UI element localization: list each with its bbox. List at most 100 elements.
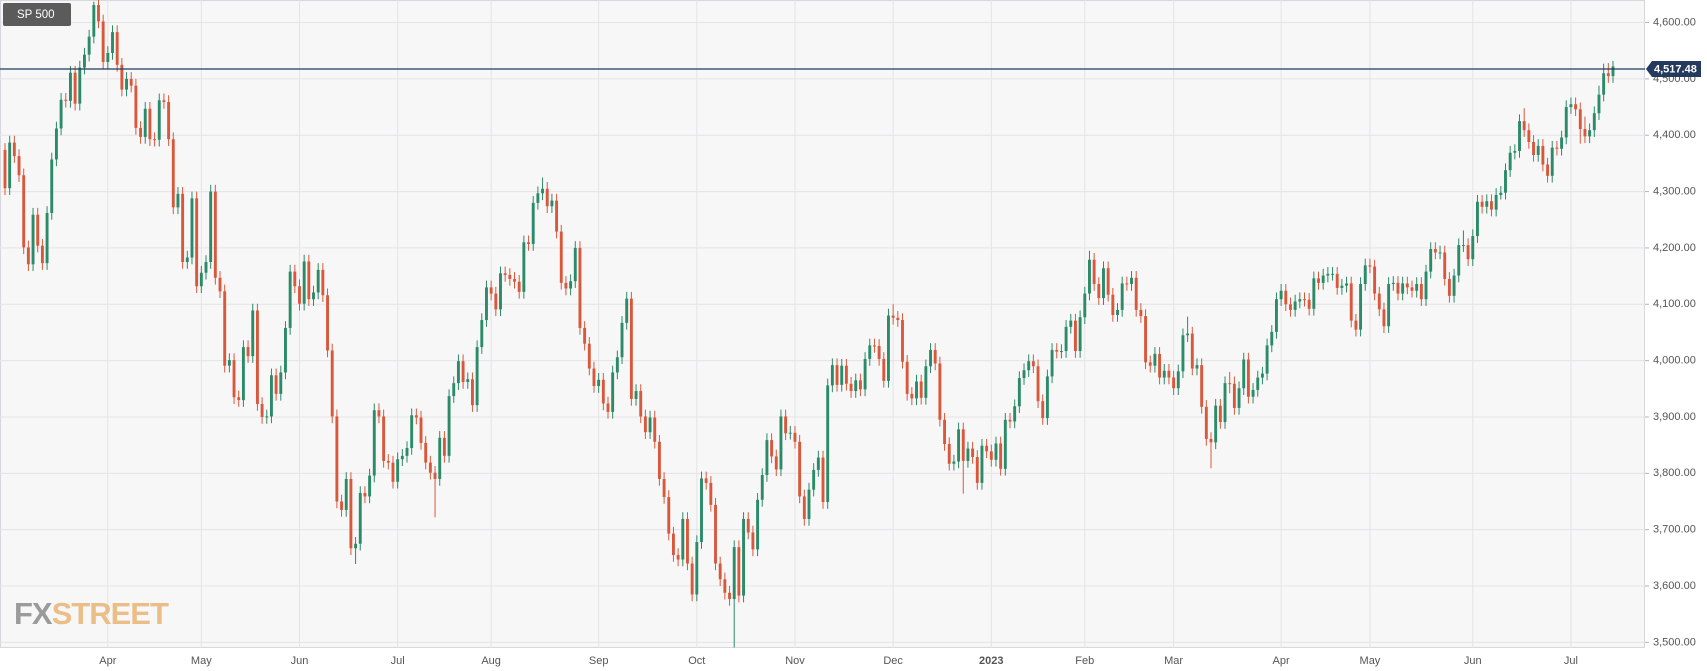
candle-body (732, 547, 736, 599)
candle-body (1373, 266, 1377, 294)
candle-body (1527, 130, 1531, 142)
candle-body (1546, 164, 1550, 176)
candle-body (611, 372, 615, 412)
candle-body (316, 269, 320, 293)
candle-body (1218, 405, 1222, 423)
candle-body (494, 293, 498, 310)
candle-body (255, 310, 259, 405)
candle-body (363, 493, 367, 497)
candle-body (1485, 201, 1489, 207)
candle-body (1148, 362, 1152, 366)
candle-body (396, 459, 400, 482)
candle-body (157, 100, 161, 140)
candle-body (1424, 271, 1428, 300)
candle-body (499, 273, 502, 310)
x-tick-label: Sep (589, 655, 609, 667)
candle-body (344, 478, 348, 510)
candle-body (1251, 389, 1255, 397)
candle-body (1345, 283, 1349, 286)
candle-body (1279, 290, 1283, 300)
candle-body (531, 202, 535, 244)
chart-title: SP 500 (17, 9, 55, 21)
candle-body (765, 440, 769, 476)
candle-body (340, 501, 344, 510)
candle-body (466, 379, 470, 383)
candle-body (26, 247, 30, 265)
candle-body (68, 72, 72, 101)
candle-body (657, 441, 661, 479)
candle-body (232, 360, 236, 398)
candle-body (971, 448, 975, 457)
candle-body (1274, 299, 1278, 332)
candle-body (854, 380, 858, 392)
candle-body (31, 214, 35, 265)
candle-body (1443, 252, 1447, 279)
candle-body (513, 278, 516, 282)
candle-body (784, 416, 788, 434)
candle-body (447, 396, 451, 456)
candle-body (1223, 383, 1227, 423)
candle-body (129, 78, 133, 86)
candle-body (985, 445, 989, 452)
x-tick-label: Jun (1464, 655, 1482, 667)
candle-body (1139, 309, 1143, 317)
candle-body (1541, 145, 1545, 165)
candle-body (1363, 265, 1367, 284)
candle-body (812, 469, 816, 490)
candle-body (718, 563, 722, 580)
candle-body (1097, 283, 1101, 299)
candle-body (17, 156, 21, 176)
candle-body (307, 261, 311, 300)
candle-body (1256, 377, 1260, 390)
candle-body (901, 320, 904, 362)
candle-body (274, 375, 278, 394)
candle-body (1260, 373, 1264, 378)
candle-body (400, 455, 404, 460)
candle-body (601, 379, 605, 404)
candle-body (199, 272, 203, 287)
candle-body (905, 361, 909, 394)
candle-body (1335, 273, 1339, 288)
candles-layer (3, 0, 1615, 648)
candle-body (1326, 273, 1330, 276)
candle-body (312, 292, 315, 300)
candle-body (597, 379, 601, 386)
candle-body (704, 478, 708, 483)
candle-body (111, 32, 114, 53)
candle-body (3, 149, 7, 189)
candle-body (456, 361, 460, 384)
candle-body (807, 489, 811, 519)
candle-body (943, 419, 947, 445)
candle-body (508, 274, 512, 279)
candle-body (358, 493, 362, 544)
candle-body (844, 365, 848, 384)
x-tick-label: May (191, 655, 212, 667)
x-tick-label: Apr (1273, 655, 1290, 667)
candle-body (171, 139, 175, 208)
candle-body (1438, 252, 1442, 254)
candle-body (1504, 170, 1507, 193)
candle-body (1522, 121, 1526, 131)
candle-body (830, 365, 834, 386)
candle-body (1518, 121, 1521, 152)
candle-body (1466, 245, 1470, 260)
candle-body (1574, 104, 1578, 110)
candle-body (695, 542, 699, 595)
candle-body (933, 349, 937, 364)
candle-body (559, 231, 563, 283)
candle-body (690, 563, 694, 595)
candle-body (59, 99, 63, 129)
candle-body (1050, 349, 1054, 377)
candle-body (629, 298, 633, 399)
y-tick-label: 4,000.00 (1653, 355, 1696, 367)
candle-body (1289, 304, 1292, 310)
candle-body (1405, 283, 1409, 288)
candle-body (1298, 299, 1302, 302)
candle-body (377, 410, 381, 417)
x-tick-label: Aug (481, 655, 501, 667)
candle-body (882, 358, 886, 381)
candle-body (185, 257, 189, 263)
candle-body (391, 462, 395, 482)
candle-body (153, 139, 157, 141)
